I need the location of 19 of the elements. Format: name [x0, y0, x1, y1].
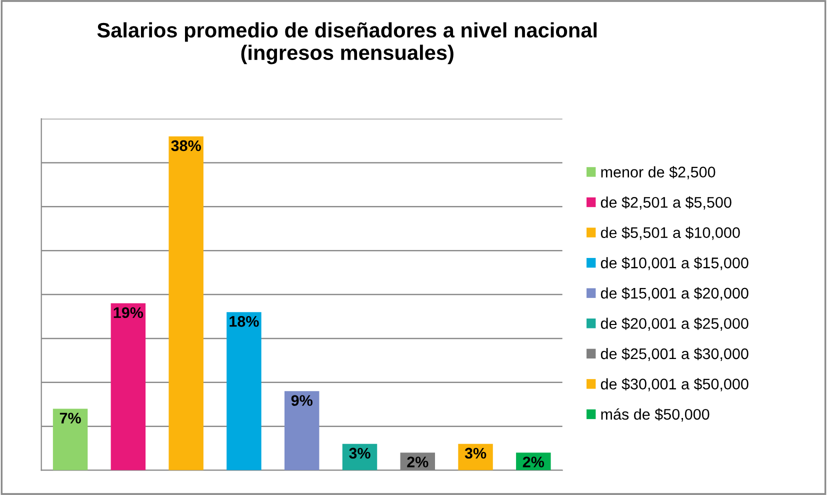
legend-label: menor de $2,500: [601, 166, 716, 180]
data-label: 19%: [114, 307, 144, 318]
legend-label: de $20,001 a $25,000: [600, 317, 748, 331]
legend-label: de $30,001 a $50,000: [600, 378, 748, 392]
legend-label: de $10,001 a $15,000: [600, 256, 748, 270]
data-label: 7%: [60, 412, 81, 424]
legend-label: de $5,501 a $10,000: [600, 226, 740, 240]
chart-title: Salarios promedio de diseñadores a nivel nacional (ingresos mensuales): [97, 22, 597, 64]
legend-label: de $15,001 a $20,000: [600, 287, 748, 300]
data-label: 9%: [291, 395, 312, 406]
data-label: 3%: [464, 448, 486, 459]
data-label: 2%: [407, 456, 428, 468]
data-label: 2%: [522, 456, 544, 468]
legend-label: más de $50,000: [601, 408, 710, 422]
data-label: 38%: [171, 140, 201, 152]
data-label: 3%: [349, 448, 370, 459]
data-label: 18%: [230, 316, 259, 327]
legend-label: de $2,501 a $5,500: [600, 196, 732, 210]
legend-label: de $25,001 a $30,000: [600, 348, 748, 361]
